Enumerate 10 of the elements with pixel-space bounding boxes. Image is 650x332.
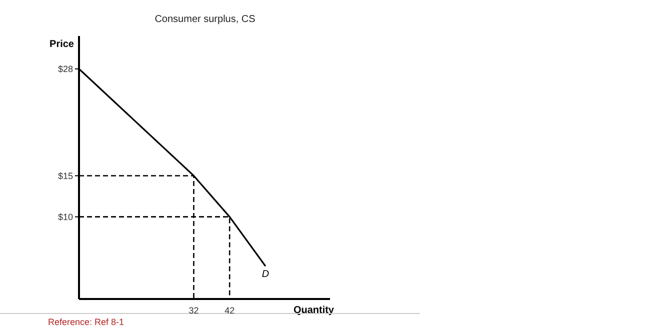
x-axis-title: Quantity: [292, 305, 334, 316]
y-tick-label: $10: [58, 212, 73, 222]
annotation: D: [262, 269, 270, 280]
chart-title: Consumer surplus, CS: [154, 14, 256, 25]
y-tick-label: $15: [58, 170, 73, 181]
y-tick-label: $28: [58, 64, 73, 74]
text: Reference: Ref 8-1: [48, 317, 124, 327]
y-axis-title: Price: [48, 39, 74, 50]
x-tick-label: 42: [224, 305, 235, 316]
x-tick-label: 32: [188, 305, 199, 316]
